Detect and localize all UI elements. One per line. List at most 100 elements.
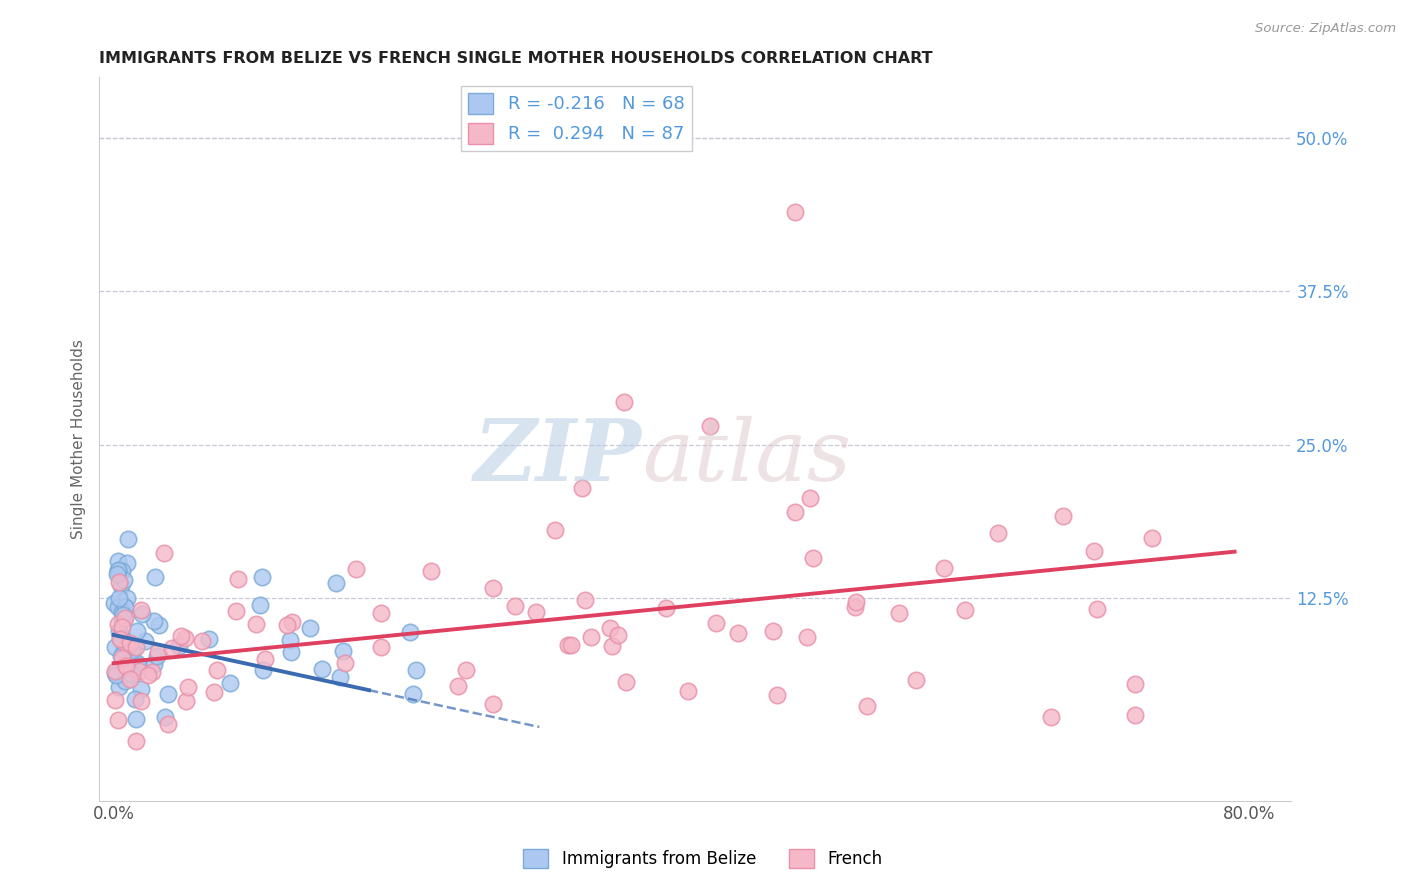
Point (167, 639, 190, 653)
Text: atlas: atlas (641, 416, 851, 498)
Point (110, 605, 132, 619)
Point (399, 625, 422, 640)
Point (108, 566, 131, 581)
Point (107, 713, 129, 727)
Point (571, 481, 593, 495)
Point (249, 598, 271, 612)
Point (889, 606, 911, 620)
Point (136, 668, 159, 682)
Point (796, 630, 818, 644)
Point (329, 670, 352, 684)
Point (205, 663, 228, 677)
Point (108, 632, 131, 646)
Point (110, 613, 132, 627)
Point (655, 601, 678, 615)
Point (226, 572, 249, 586)
Point (245, 616, 267, 631)
Point (987, 526, 1010, 541)
Point (105, 567, 128, 582)
Point (503, 599, 526, 614)
Point (160, 640, 183, 655)
Point (110, 650, 132, 665)
Text: IMMIGRANTS FROM BELIZE VS FRENCH SINGLE MOTHER HOUSEHOLDS CORRELATION CHART: IMMIGRANTS FROM BELIZE VS FRENCH SINGLE … (100, 51, 934, 66)
Point (107, 600, 129, 615)
Point (280, 633, 302, 648)
Point (191, 634, 214, 648)
Point (252, 663, 274, 677)
Point (1083, 544, 1105, 558)
Point (1085, 602, 1108, 616)
Point (104, 640, 127, 655)
Point (953, 603, 976, 617)
Point (108, 591, 131, 606)
Point (108, 631, 131, 645)
Point (844, 599, 866, 614)
Point (169, 628, 191, 642)
Point (121, 667, 143, 681)
Point (111, 607, 134, 622)
Point (128, 665, 150, 679)
Point (280, 645, 302, 659)
Point (1123, 677, 1146, 691)
Point (727, 626, 749, 640)
Point (111, 620, 134, 634)
Point (766, 688, 789, 702)
Point (280, 615, 302, 630)
Point (115, 591, 138, 605)
Y-axis label: Single Mother Households: Single Mother Households (72, 339, 86, 539)
Point (128, 659, 150, 673)
Point (107, 563, 129, 577)
Point (112, 658, 135, 673)
Point (124, 692, 146, 706)
Point (574, 592, 596, 607)
Point (405, 663, 427, 677)
Point (141, 665, 163, 680)
Point (104, 664, 127, 678)
Point (122, 643, 145, 657)
Point (143, 657, 166, 671)
Point (114, 611, 136, 625)
Point (148, 618, 170, 632)
Point (299, 621, 322, 635)
Point (218, 676, 240, 690)
Point (1123, 707, 1146, 722)
Point (783, 204, 806, 219)
Point (173, 632, 195, 646)
Point (783, 505, 806, 519)
Point (176, 681, 198, 695)
Point (370, 640, 392, 654)
Point (599, 621, 621, 635)
Point (613, 394, 636, 409)
Point (482, 581, 505, 595)
Point (801, 551, 824, 566)
Point (104, 666, 127, 681)
Point (120, 636, 142, 650)
Point (254, 652, 277, 666)
Point (148, 645, 170, 659)
Point (103, 597, 125, 611)
Point (560, 638, 582, 652)
Point (174, 694, 197, 708)
Point (110, 648, 132, 663)
Point (250, 569, 273, 583)
Point (904, 673, 927, 687)
Point (482, 697, 505, 711)
Point (544, 523, 567, 537)
Point (344, 562, 367, 576)
Point (153, 709, 176, 723)
Point (311, 662, 333, 676)
Point (1140, 532, 1163, 546)
Point (114, 600, 136, 615)
Point (845, 594, 868, 608)
Point (115, 638, 138, 652)
Point (1039, 710, 1062, 724)
Point (124, 712, 146, 726)
Point (117, 533, 139, 547)
Point (153, 546, 176, 560)
Point (129, 603, 152, 617)
Point (1052, 509, 1074, 524)
Point (146, 649, 169, 664)
Point (676, 684, 699, 698)
Point (370, 606, 392, 620)
Point (104, 693, 127, 707)
